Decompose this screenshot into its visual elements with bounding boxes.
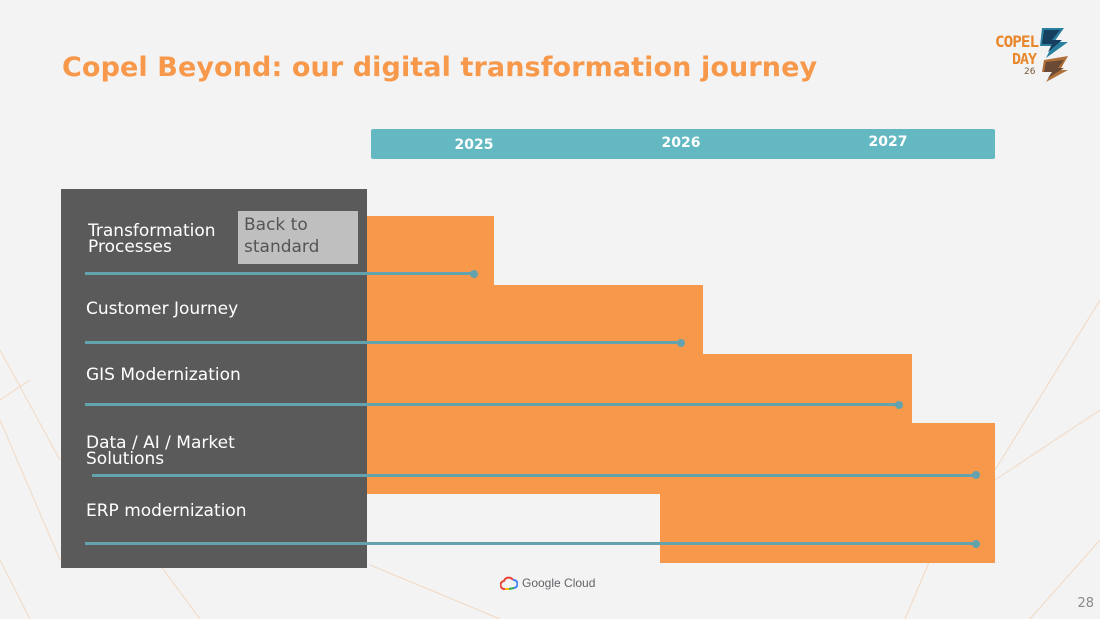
row-label-line: Processes	[88, 237, 172, 257]
row-label-customer-journey: Customer Journey	[86, 299, 239, 319]
bar-erp-modernization	[660, 493, 995, 563]
google-cloud-icon	[500, 576, 518, 590]
logo-graphic-icon	[1040, 28, 1068, 82]
copel-day-logo: COPEL DAY 26	[992, 26, 1074, 86]
badge-line: standard	[244, 237, 320, 257]
row-label-line: Transformation	[88, 221, 216, 241]
logo-text-number: 26	[1024, 67, 1036, 77]
year-header-bar: 2025 2026 2027	[371, 129, 995, 159]
timeline-line-customer-journey	[85, 341, 681, 344]
timeline-end-dot	[677, 339, 685, 347]
year-2025-label: 2025	[454, 137, 494, 153]
timeline-end-dot	[895, 401, 903, 409]
row-label-gis-modernization: GIS Modernization	[86, 365, 241, 385]
row-label-line: Solutions	[86, 449, 165, 469]
row-label-transformation: Transformation Processes	[88, 221, 216, 257]
timeline-line-transformation	[85, 272, 474, 275]
page-title: Copel Beyond: our digital transformation…	[62, 52, 818, 83]
bar-gis-modernization	[367, 354, 912, 424]
timeline-line-gis	[85, 403, 899, 406]
logo-text-copel: COPEL	[995, 32, 1039, 51]
logo-text-day: DAY	[1012, 50, 1037, 68]
timeline-line-data-ai	[92, 474, 976, 477]
bar-data-ai-market	[367, 423, 995, 494]
year-2026-label: 2026	[661, 135, 701, 151]
row-label-erp-modernization: ERP modernization	[86, 501, 247, 521]
timeline-end-dot	[972, 471, 980, 479]
bar-customer-journey	[367, 285, 703, 355]
back-to-standard-badge: Back to standard	[238, 211, 358, 264]
year-2027-label: 2027	[868, 134, 908, 150]
timeline-end-dot	[972, 540, 980, 548]
google-cloud-text: Google Cloud	[522, 576, 596, 590]
row-label-line: Data / AI / Market	[86, 433, 235, 453]
page-number: 28	[1077, 596, 1094, 611]
timeline-line-erp	[85, 542, 976, 545]
timeline-end-dot	[470, 270, 478, 278]
row-label-data-ai: Data / AI / Market Solutions	[86, 433, 235, 469]
badge-line: Back to	[244, 215, 308, 235]
google-cloud-logo: Google Cloud	[500, 574, 595, 592]
